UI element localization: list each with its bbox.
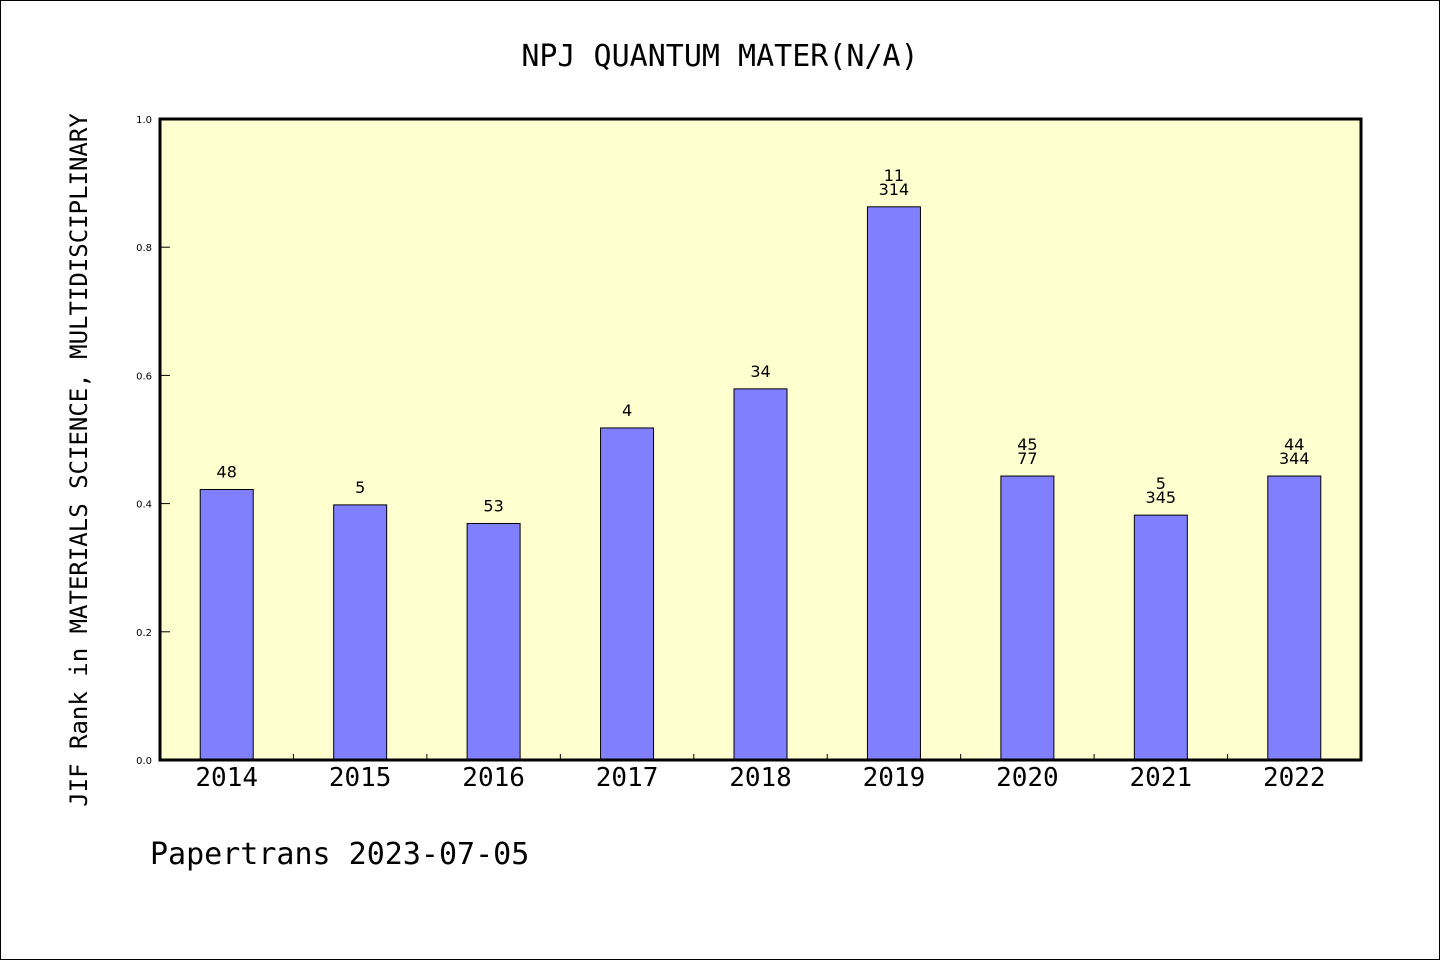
bar-2018: [733, 388, 788, 761]
bar-2015: [333, 504, 388, 761]
bar-value-label: 77: [1017, 449, 1037, 468]
bar-value-label: 345: [1146, 488, 1177, 507]
bar-value-label: 5: [355, 478, 365, 497]
bar-2021: [1133, 514, 1188, 761]
y-tick-label: 1.0: [136, 115, 152, 126]
bar-value-label: 11: [884, 166, 904, 185]
bar-value-label: 53: [483, 496, 503, 515]
x-tick-label: 2022: [1263, 763, 1326, 793]
bar-value-label: 44: [1284, 435, 1304, 454]
y-tick-label: 0.8: [136, 243, 152, 254]
y-tick-label: 0.0: [136, 756, 152, 767]
bar-value-label: 314: [879, 180, 910, 199]
x-tick-label: 2019: [863, 763, 926, 793]
x-tick-label: 2016: [462, 763, 525, 793]
bar-2019: [866, 206, 921, 761]
bar-2017: [600, 427, 655, 761]
footer-credit: Papertrans 2023-07-05: [150, 837, 529, 872]
bar-value-label: 45: [1017, 435, 1037, 454]
y-axis-label: JIF Rank in MATERIALS SCIENCE, MULTIDISC…: [65, 113, 93, 807]
plot-border: [158, 117, 1363, 762]
bar-2014: [199, 488, 254, 761]
x-tick-label: 2021: [1130, 763, 1193, 793]
x-axis: 2014 2015 2016 2017 2018 2019 2020 2021 2022: [195, 754, 1326, 793]
x-tick-label: 2014: [195, 763, 258, 793]
x-tick-label: 2015: [329, 763, 392, 793]
bar-2020: [1000, 475, 1055, 761]
bar-value-label: 344: [1279, 449, 1310, 468]
y-tick-label: 0.6: [136, 371, 152, 382]
bar-2022: [1267, 475, 1322, 761]
x-tick-label: 2020: [996, 763, 1059, 793]
bar-value-label: 34: [750, 362, 770, 381]
chart-title: NPJ QUANTUM MATER(N/A): [521, 39, 918, 74]
bar-value-label: 5: [1156, 474, 1166, 493]
bar-value-label: 48: [217, 462, 237, 481]
bar-2016: [466, 522, 521, 761]
x-tick-label: 2018: [729, 763, 792, 793]
bars-layer: [199, 206, 1322, 761]
y-tick-label: 0.4: [136, 500, 152, 511]
y-tick-label: 0.2: [136, 628, 152, 639]
bar-value-label: 4: [622, 401, 632, 420]
x-tick-label: 2017: [596, 763, 659, 793]
